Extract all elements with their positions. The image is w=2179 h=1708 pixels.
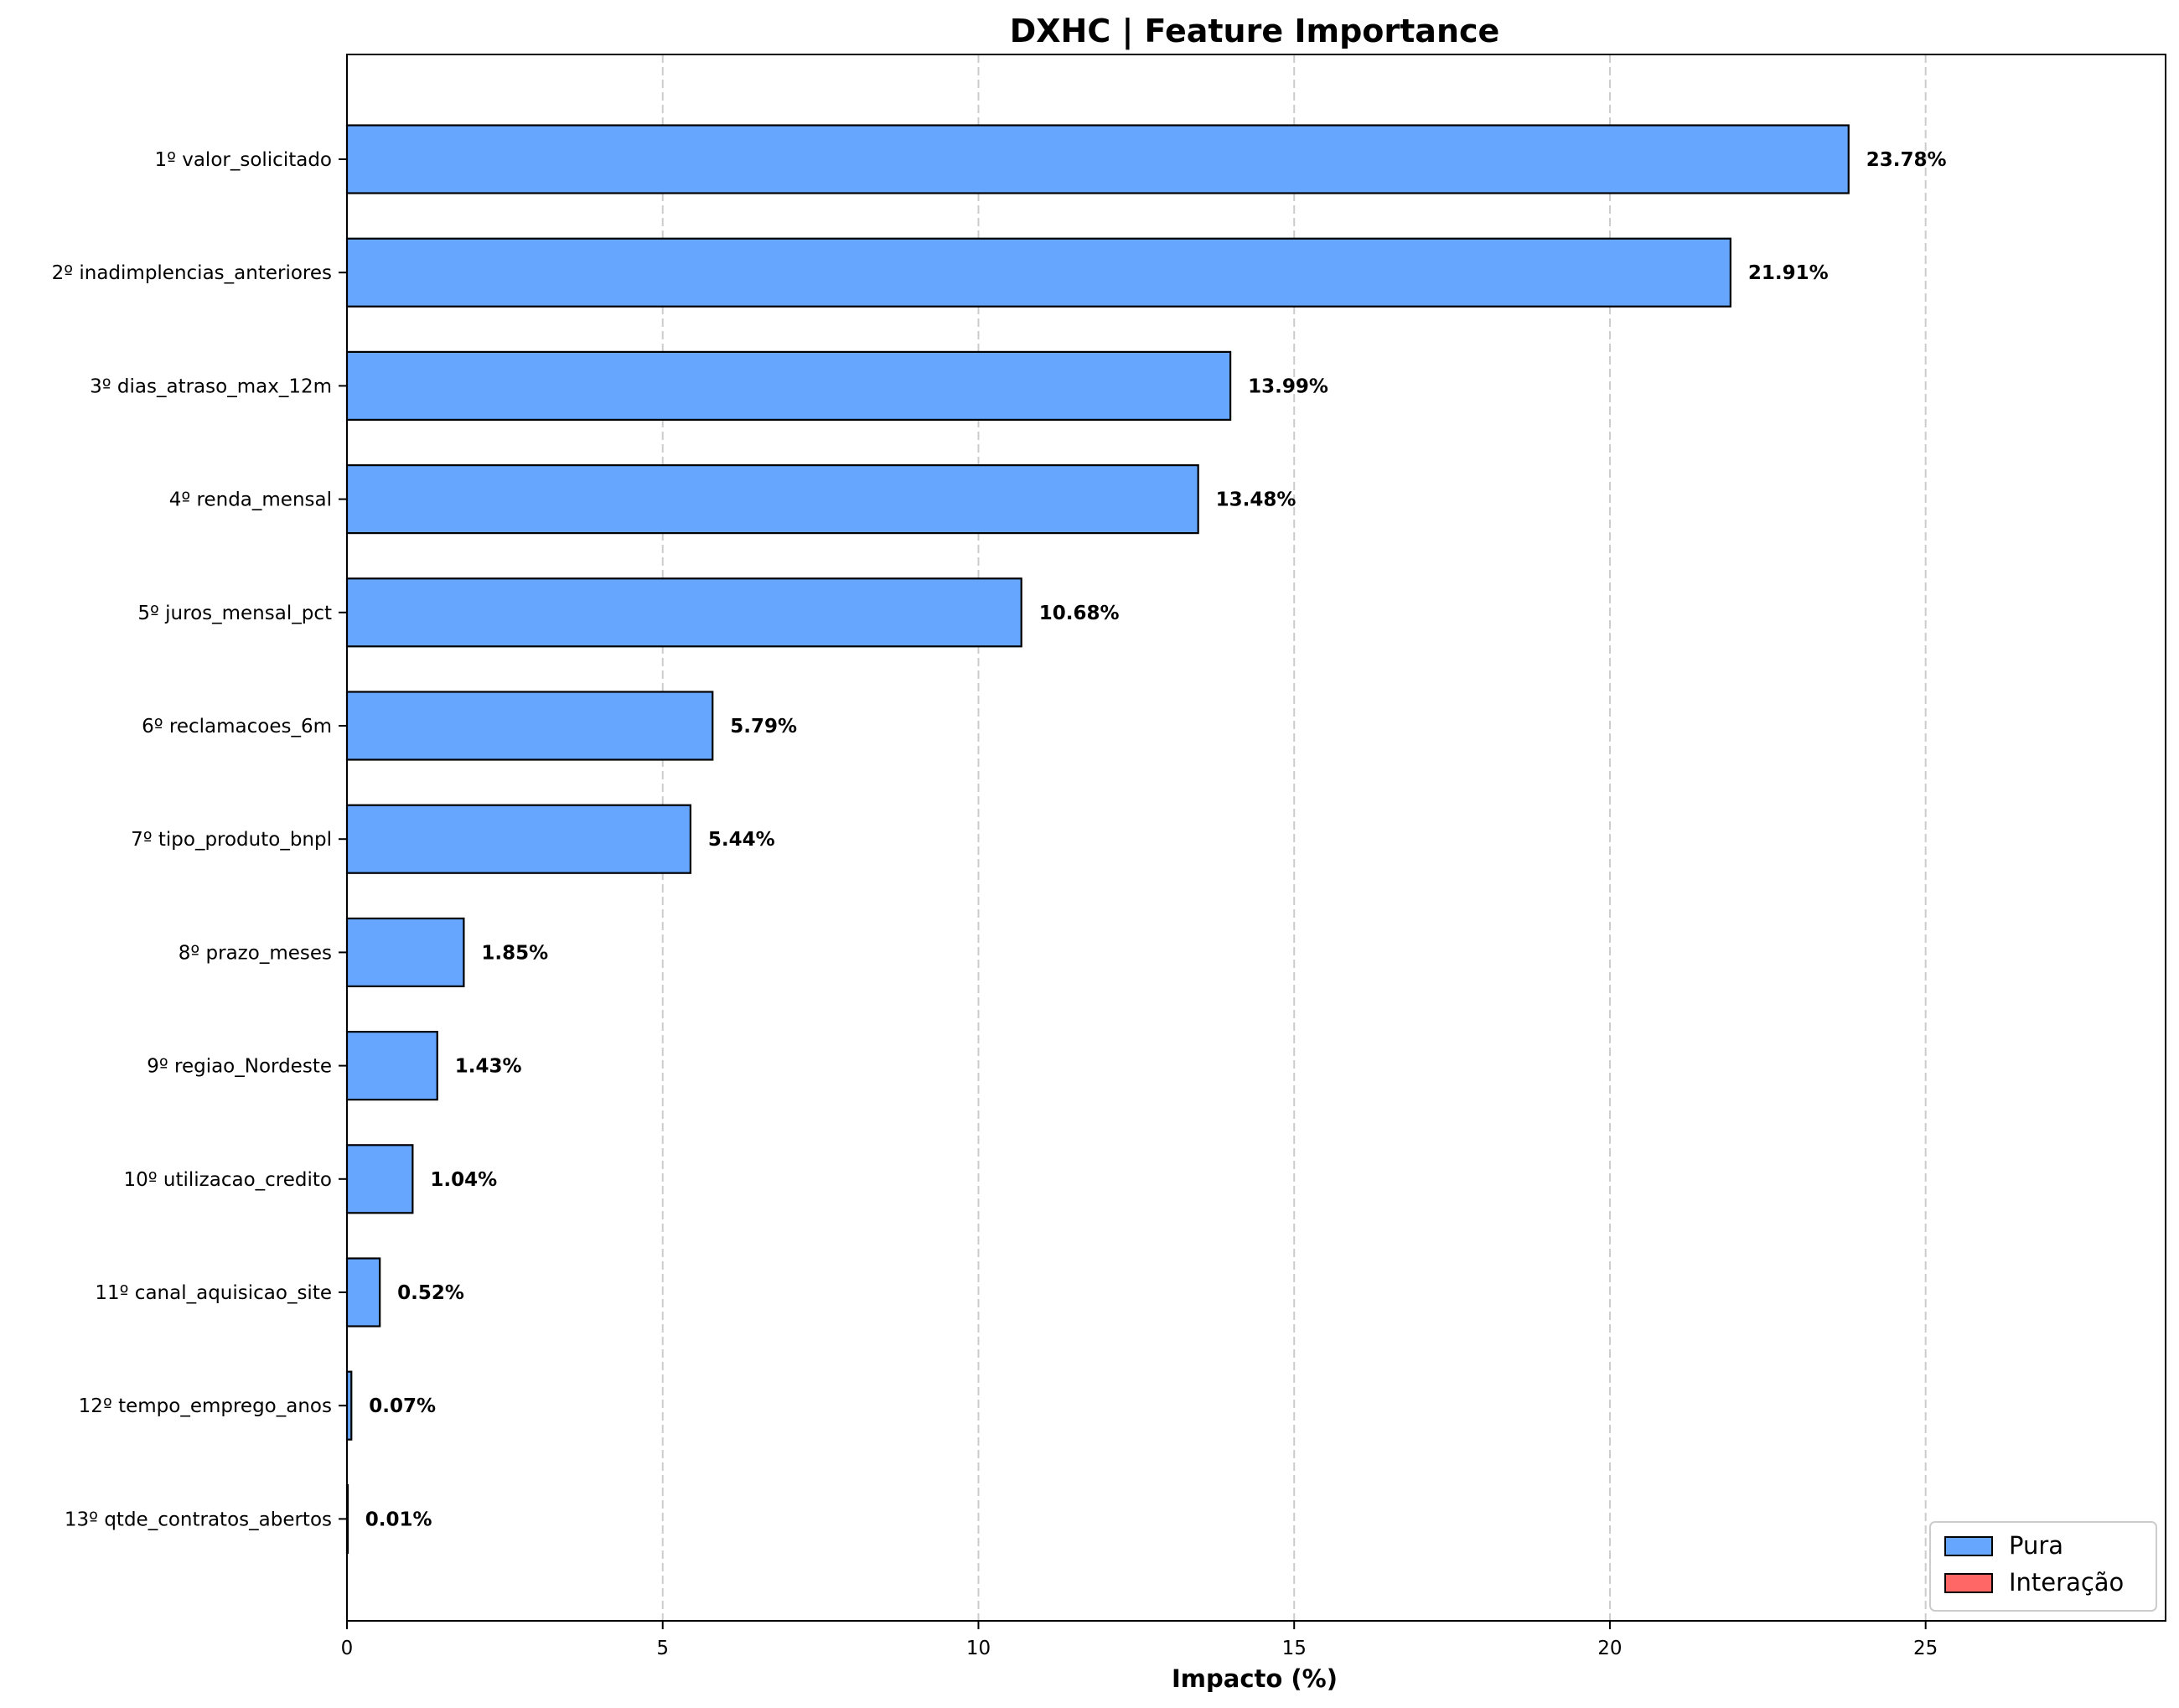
bar-value-label: 1.43% (455, 1056, 522, 1078)
bar-value-label: 0.01% (365, 1509, 432, 1530)
y-tick-label: 9º regiao_Nordeste (147, 1056, 332, 1078)
legend-swatch (1944, 1573, 1993, 1593)
bar (345, 917, 465, 988)
bar-value-label: 23.78% (1866, 149, 1947, 171)
y-axis-ticks: 1º valor_solicitado 2º inadimplencias_ant… (52, 149, 347, 1530)
y-tick-label: 11º canal_aquisicao_site (95, 1282, 332, 1304)
x-tick-label: 20 (1597, 1638, 1622, 1659)
bar (345, 1257, 381, 1328)
legend-swatch (1944, 1536, 1993, 1556)
bar (345, 1030, 438, 1101)
value-labels-group: 23.78% 21.91% 13.99% 13.48% 10.68% 5.79% 5.44%… (365, 149, 1947, 1530)
bar-value-label: 13.48% (1216, 489, 1297, 511)
y-tick-label: 13º qtde_contratos_abertos (65, 1509, 332, 1530)
y-tick-label: 3º dias_atraso_max_12m (90, 375, 332, 397)
y-tick-label: 1º valor_solicitado (154, 149, 332, 171)
y-tick-label: 12º tempo_emprego_anos (79, 1395, 332, 1417)
chart-title: DXHC | Feature Importance (1010, 13, 1500, 50)
bar (345, 804, 691, 874)
bar-value-label: 5.44% (708, 829, 775, 851)
bar-value-label: 5.79% (730, 716, 797, 738)
bar-value-label: 21.91% (1748, 262, 1829, 284)
bar-value-label: 1.04% (430, 1169, 497, 1191)
x-tick-label: 15 (1282, 1638, 1307, 1659)
y-tick-label: 8º prazo_meses (179, 942, 332, 964)
bar (345, 1144, 414, 1214)
legend: Pura Interação (1929, 1521, 2157, 1612)
plot-frame (346, 54, 2166, 1622)
x-tick-label: 0 (341, 1638, 354, 1659)
bar-value-label: 1.85% (481, 942, 548, 964)
bars-group (345, 124, 1850, 1555)
x-tick-label: 10 (966, 1638, 991, 1659)
legend-label: Interação (2009, 1568, 2124, 1597)
bar (345, 350, 1232, 421)
bar (345, 237, 1731, 308)
bar-value-label: 13.99% (1248, 375, 1328, 397)
x-tick-label: 25 (1913, 1638, 1938, 1659)
y-tick-label: 5º juros_mensal_pct (137, 603, 332, 624)
x-tick-label: 5 (656, 1638, 669, 1659)
bar (345, 463, 1199, 535)
bar (345, 124, 1850, 194)
bar (345, 577, 1022, 648)
bar-value-label: 0.52% (397, 1282, 464, 1304)
y-tick-label: 4º renda_mensal (169, 489, 332, 511)
x-axis-ticks: 0 5 10 15 20 25 (341, 1621, 1938, 1659)
x-axis-title: Impacto (%) (1172, 1664, 1338, 1693)
y-tick-label: 2º inadimplencias_anteriores (52, 262, 332, 284)
bar (345, 691, 714, 761)
bar-value-label: 10.68% (1039, 603, 1120, 624)
y-tick-label: 7º tipo_produto_bnpl (131, 829, 332, 851)
y-tick-label: 6º reclamacoes_6m (142, 716, 332, 738)
bar-value-label: 0.07% (369, 1395, 436, 1417)
y-tick-label: 10º utilizacao_credito (124, 1169, 333, 1191)
legend-label: Pura (2009, 1531, 2063, 1560)
